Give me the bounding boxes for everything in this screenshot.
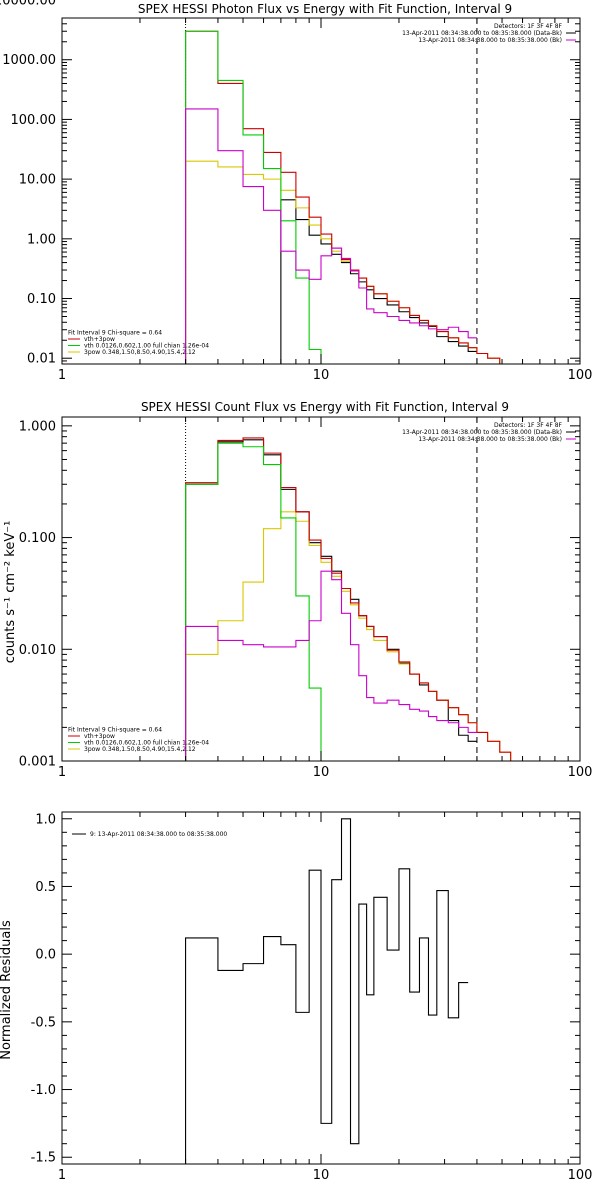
count-flux-y-axis-label: counts s⁻¹ cm⁻² keV⁻¹ — [3, 521, 18, 664]
legend-entry: Fit Interval 9 Chi-square = 0.64 — [68, 727, 162, 734]
residuals-panel: Normalized Residuals 1 10 100 -1.5 -1.0 -0.5 0… — [0, 811, 593, 1183]
y-tick-label: 0.01 — [27, 352, 56, 367]
y-tick-label: 1.0 — [35, 812, 56, 827]
residuals-y-axis-label: Normalized Residuals — [0, 920, 14, 1060]
y-tick-label: 100.00 — [11, 113, 57, 128]
y-tick-label: 0.5 — [35, 880, 56, 895]
y-tick-label: -0.5 — [31, 1015, 56, 1030]
legend-entry: 3pow 0.348,1.50,8.50,4.90,15.4,2.12 — [84, 349, 196, 356]
x-tick-label: 10 — [313, 1168, 330, 1183]
legend-entry: vth 0.0126,0.602,1.00 full chian 1.26e-0… — [84, 343, 209, 350]
y-tick-label: 0.001 — [19, 755, 56, 770]
photon-flux-title: SPEX HESSI Photon Flux vs Energy with Fi… — [138, 2, 512, 16]
legend-entry: 13-Apr-2011 08:34:38.000 to 08:35:38.000… — [418, 436, 562, 443]
legend-entry: vth+3pow — [84, 733, 115, 740]
legend-entry: Detectors: 1F 3F 4F 8F — [494, 422, 563, 429]
count-flux-panel: SPEX HESSI Count Flux vs Energy with Fit… — [3, 400, 592, 780]
y-tick-label: 0.10 — [27, 292, 56, 307]
y-tick-label: 10.00 — [19, 173, 56, 188]
y-tick-label: 1000.00 — [2, 53, 56, 68]
x-tick-label: 10 — [313, 765, 330, 780]
y-tick-label: -1.0 — [31, 1083, 56, 1098]
x-tick-label: 1 — [58, 765, 66, 780]
y-tick-label: -1.5 — [31, 1151, 56, 1166]
count-flux-title: SPEX HESSI Count Flux vs Energy with Fit… — [141, 400, 509, 414]
legend-entry: 13-Apr-2011 08:34:38.000 to 08:35:38.000… — [402, 30, 562, 37]
series-0-line — [185, 818, 469, 1164]
y-tick-label: 0.010 — [19, 643, 56, 658]
legend-entry: 9: 13-Apr-2011 08:34:38.000 to 08:35:38.… — [90, 831, 227, 838]
y-tick-label: 1.00 — [27, 232, 56, 247]
series-0-line — [280, 199, 477, 364]
photon-flux-panel: SPEX HESSI Photon Flux vs Energy with Fi… — [0, 0, 592, 383]
x-tick-label: 100 — [568, 765, 593, 780]
x-tick-label: 100 — [568, 1168, 593, 1183]
series-3-line — [185, 442, 332, 761]
legend-entry: 13-Apr-2011 08:34:38.000 to 08:35:38.000… — [418, 37, 562, 44]
photon-flux-frame — [61, 17, 581, 365]
x-tick-label: 100 — [568, 368, 593, 383]
legend-entry: 13-Apr-2011 08:34:38.000 to 08:35:38.000… — [402, 429, 562, 436]
x-tick-label: 1 — [58, 1168, 66, 1183]
y-tick-label: 10000.00 — [0, 0, 56, 9]
series-4-line — [185, 570, 477, 761]
series-2-line — [185, 30, 511, 364]
legend-entry: vth 0.0126,0.602,1.00 full chian 1.26e-0… — [84, 740, 209, 747]
y-tick-label: 0.100 — [19, 531, 56, 546]
series-3-line — [185, 30, 332, 364]
x-tick-label: 1 — [58, 368, 66, 383]
x-tick-label: 10 — [313, 368, 330, 383]
y-tick-label: 1.000 — [19, 419, 56, 434]
legend-entry: 3pow 0.348,1.50,8.50,4.90,15.4,2.12 — [84, 746, 196, 753]
legend-entry: Fit Interval 9 Chi-square = 0.64 — [68, 330, 162, 337]
series-4-line — [185, 108, 477, 364]
series-1-line — [185, 511, 523, 761]
series-0-line — [185, 439, 477, 761]
legend-entry: Detectors: 1F 3F 4F 8F — [494, 23, 563, 30]
y-tick-label: 0.0 — [35, 948, 56, 963]
legend-entry: vth+3pow — [84, 336, 115, 343]
